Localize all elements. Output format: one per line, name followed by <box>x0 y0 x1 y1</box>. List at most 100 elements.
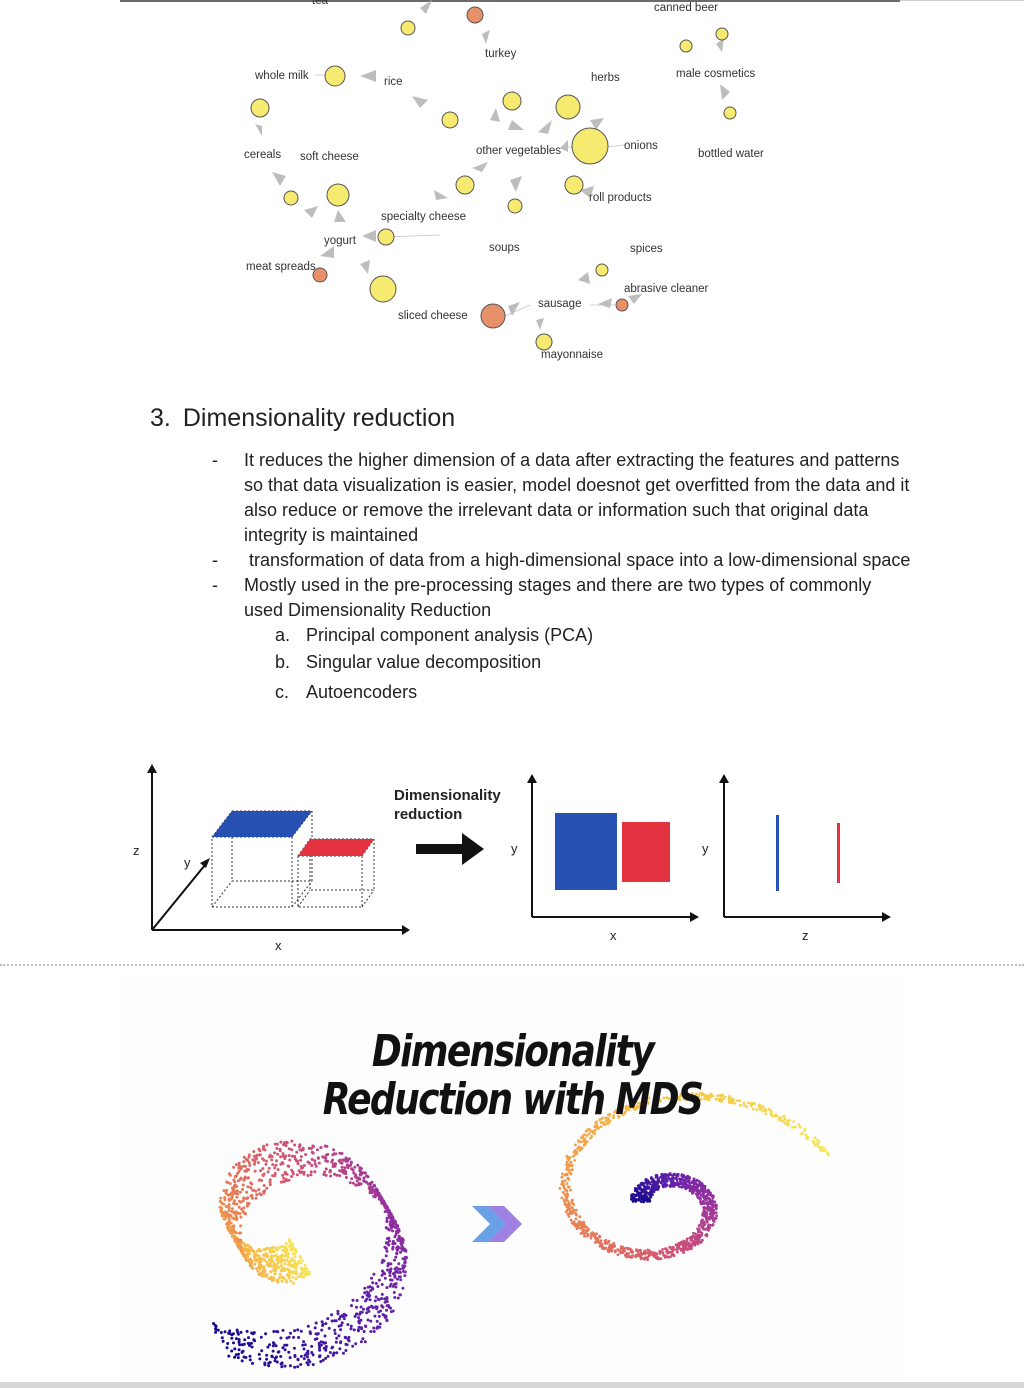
scatter-point <box>790 1126 794 1129</box>
scatter-point <box>214 1330 218 1334</box>
scatter-point <box>361 1295 365 1299</box>
scatter-point <box>384 1241 388 1245</box>
scatter-point <box>259 1169 263 1173</box>
scatter-point <box>388 1271 392 1275</box>
node-abrasive-cleaner <box>615 298 629 312</box>
scatter-point <box>225 1188 229 1192</box>
scatter-point <box>253 1162 256 1166</box>
scatter-point <box>386 1264 390 1268</box>
scatter-point <box>284 1252 288 1256</box>
scatter-point <box>662 1173 666 1176</box>
sub-list: a. Principal component analysis (PCA) b.… <box>275 623 912 702</box>
scatter-point <box>798 1126 802 1129</box>
scatter-point <box>383 1276 387 1280</box>
scatter-point <box>381 1313 385 1317</box>
scatter-point <box>675 1175 679 1178</box>
scatter-point <box>712 1195 715 1198</box>
scatter-point <box>364 1299 367 1303</box>
scatter-point <box>305 1273 309 1277</box>
scatter-point <box>264 1273 267 1277</box>
scatter-point <box>365 1311 369 1315</box>
scatter-point <box>571 1155 575 1158</box>
scatter-point <box>685 1242 689 1246</box>
section-title: Dimensionality reduction <box>182 404 456 432</box>
scatter-point <box>277 1265 281 1269</box>
scatter-point <box>257 1352 261 1356</box>
scatter-point <box>241 1187 245 1191</box>
scatter-point <box>230 1336 234 1340</box>
scatter-point <box>690 1181 694 1184</box>
scatter-point <box>567 1207 571 1211</box>
scatter-point <box>349 1324 353 1328</box>
scatter-point <box>700 1189 704 1193</box>
scatter-point <box>252 1331 256 1335</box>
scatter-point <box>705 1211 709 1215</box>
scatter-point <box>689 1189 692 1192</box>
scatter-point <box>257 1266 260 1270</box>
scatter-point <box>214 1327 217 1331</box>
scatter-point <box>692 1184 695 1187</box>
scatter-point <box>711 1094 715 1098</box>
scatter-point <box>721 1093 724 1097</box>
blue-rectangle-2d <box>555 813 617 890</box>
scatter-point <box>324 1356 328 1360</box>
scatter-point <box>727 1097 731 1100</box>
scatter-point <box>291 1252 295 1256</box>
scatter-point <box>391 1247 395 1251</box>
scatter-point <box>620 1113 624 1116</box>
scatter-point <box>258 1260 262 1264</box>
scatter-point <box>253 1262 257 1266</box>
scatter-point <box>381 1305 385 1309</box>
scatter-point <box>655 1174 659 1177</box>
scatter-point <box>646 1199 649 1203</box>
scatter-point <box>612 1242 616 1245</box>
scatter-point <box>668 1172 672 1175</box>
scatter-point <box>599 1125 603 1128</box>
scatter-point <box>649 1190 652 1193</box>
scatter-point <box>326 1317 330 1321</box>
scatter-point <box>567 1178 571 1181</box>
scatter-point <box>240 1343 244 1347</box>
scatter-point <box>283 1259 287 1263</box>
label-cereals: cereals <box>244 149 281 161</box>
scatter-point <box>614 1110 618 1114</box>
scatter-point <box>267 1361 271 1365</box>
scatter-point <box>678 1182 681 1186</box>
scatter-point <box>291 1275 295 1279</box>
scatter-point <box>302 1275 306 1279</box>
scatter-point <box>242 1196 246 1200</box>
scatter-point <box>273 1166 277 1170</box>
scatter-point <box>249 1181 253 1185</box>
scatter-point <box>232 1202 236 1206</box>
scatter-point <box>276 1278 280 1282</box>
scatter-point <box>764 1108 767 1112</box>
scatter-point <box>249 1262 253 1266</box>
scatter-point <box>630 1249 633 1253</box>
scatter-point <box>287 1276 291 1280</box>
scatter-point <box>714 1097 718 1101</box>
scatter-point <box>232 1165 235 1169</box>
scatter-point <box>290 1245 294 1249</box>
scatter-point <box>331 1162 335 1166</box>
scatter-point <box>679 1094 682 1098</box>
label-roll-products: roll products <box>589 192 652 204</box>
bullet-item: - It reduces the higher dimension of a d… <box>212 448 912 548</box>
scatter-point <box>269 1270 273 1274</box>
scatter-point <box>257 1147 261 1151</box>
scatter-point <box>388 1222 392 1226</box>
scatter-point <box>244 1356 248 1359</box>
node-sliced-cheese <box>480 303 506 329</box>
scatter-point <box>565 1173 569 1177</box>
scatter-point <box>346 1159 350 1163</box>
scatter-point <box>234 1163 238 1167</box>
scatter-point <box>654 1183 658 1186</box>
scatter-point <box>713 1200 717 1204</box>
scatter-point <box>656 1180 659 1184</box>
scatter-point <box>578 1220 581 1223</box>
scatter-point <box>309 1332 312 1335</box>
scatter-point <box>585 1134 589 1138</box>
scatter-point <box>806 1135 810 1139</box>
scatter-point <box>281 1162 285 1165</box>
scatter-point <box>711 1206 714 1209</box>
scatter-point <box>388 1212 392 1216</box>
